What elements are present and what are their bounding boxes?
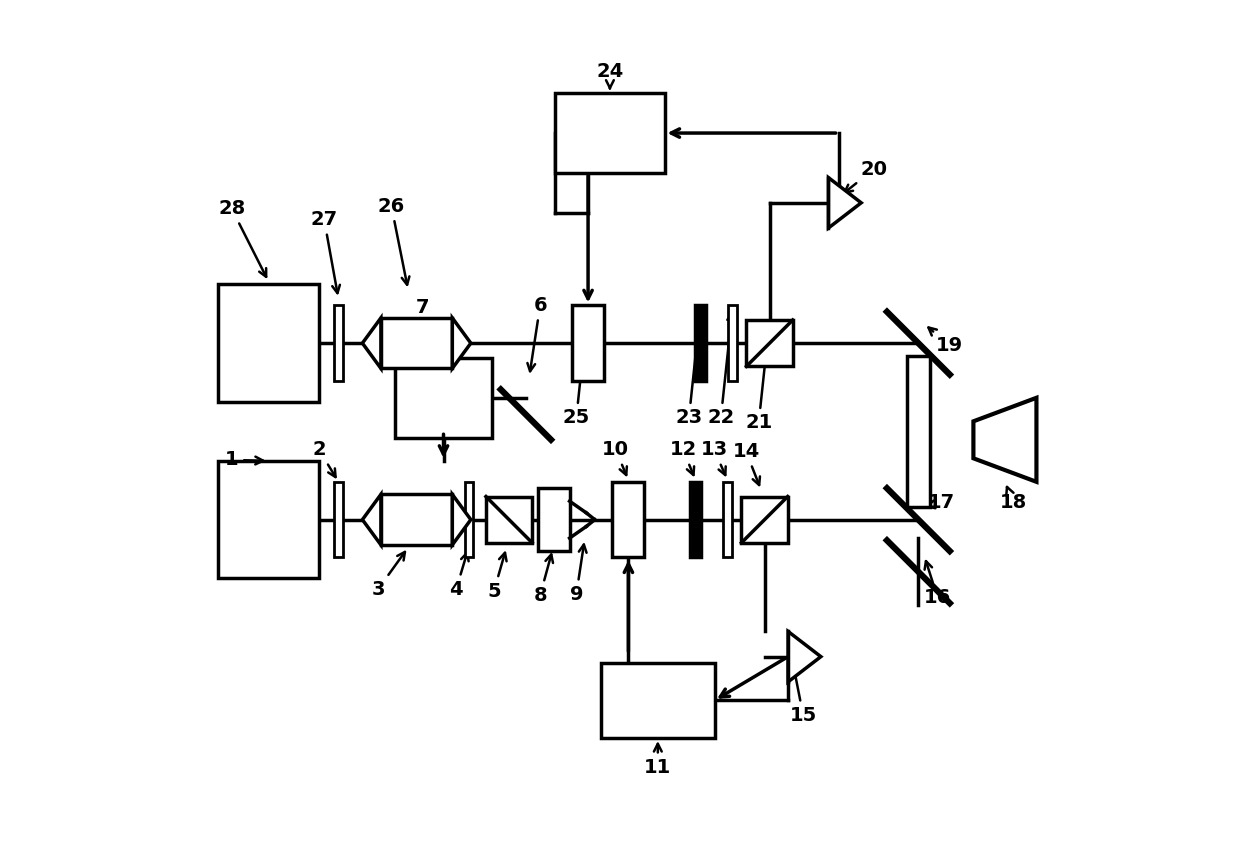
Text: 1: 1 — [224, 450, 263, 470]
Text: 6: 6 — [527, 296, 547, 371]
Text: 26: 26 — [378, 196, 409, 285]
Text: 2: 2 — [312, 441, 336, 477]
Bar — [696, 305, 706, 381]
Text: 12: 12 — [670, 441, 697, 475]
Polygon shape — [453, 494, 471, 545]
Text: 17: 17 — [925, 493, 955, 513]
Text: 28: 28 — [218, 199, 267, 277]
Text: 19: 19 — [929, 327, 963, 355]
Text: 5: 5 — [487, 552, 507, 601]
Bar — [691, 482, 701, 558]
Bar — [335, 482, 342, 558]
Text: 16: 16 — [924, 561, 951, 607]
Bar — [465, 482, 472, 558]
Text: 8: 8 — [533, 554, 553, 605]
Bar — [218, 461, 319, 579]
Bar — [381, 318, 453, 368]
Bar — [335, 305, 342, 381]
Bar — [723, 482, 732, 558]
Text: 3: 3 — [371, 552, 405, 599]
Text: 21: 21 — [745, 326, 773, 432]
Bar — [486, 497, 532, 543]
Text: 25: 25 — [563, 312, 590, 427]
Text: 20: 20 — [844, 160, 888, 193]
Text: 4: 4 — [449, 552, 469, 599]
Bar — [906, 356, 930, 507]
Polygon shape — [362, 494, 381, 545]
Polygon shape — [973, 398, 1037, 482]
Text: 9: 9 — [569, 545, 587, 604]
Bar — [742, 497, 787, 543]
Bar — [218, 284, 319, 402]
Polygon shape — [362, 318, 381, 368]
Bar — [728, 305, 737, 381]
Bar — [381, 494, 453, 545]
Text: 24: 24 — [596, 63, 624, 88]
Bar — [601, 662, 714, 739]
Text: 23: 23 — [676, 312, 703, 427]
Bar — [396, 358, 492, 437]
Text: 14: 14 — [733, 442, 760, 485]
Text: 7: 7 — [415, 298, 436, 353]
Bar — [613, 482, 645, 558]
Text: 22: 22 — [707, 312, 735, 427]
Polygon shape — [453, 318, 471, 368]
Text: 11: 11 — [645, 744, 671, 777]
Text: 15: 15 — [790, 666, 817, 725]
Polygon shape — [789, 631, 821, 682]
Text: 10: 10 — [603, 441, 629, 475]
Text: 13: 13 — [701, 441, 728, 475]
Text: 18: 18 — [999, 486, 1027, 513]
Bar — [556, 93, 665, 173]
Bar — [538, 488, 570, 551]
Bar — [746, 320, 792, 366]
Polygon shape — [828, 178, 862, 228]
Text: 27: 27 — [310, 210, 340, 293]
Bar — [572, 305, 604, 381]
